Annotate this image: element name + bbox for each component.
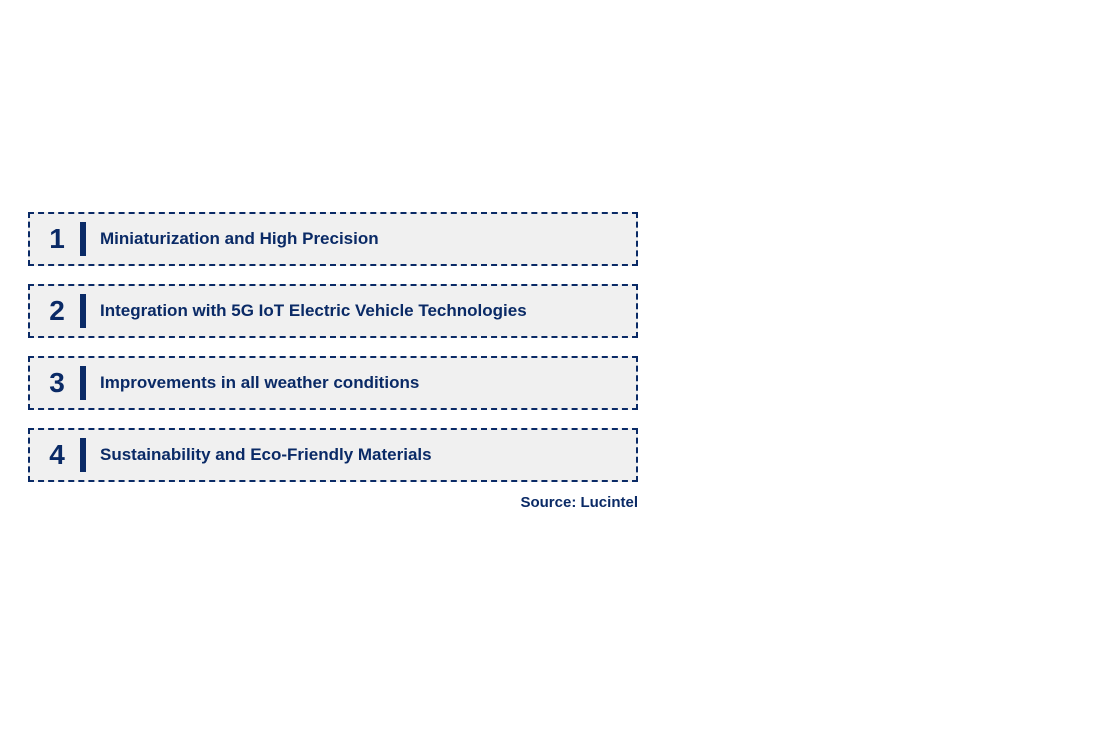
item-number: 3 [40,367,74,399]
source-text: Source: Lucintel [28,494,638,511]
list-item: 1 Miniaturization and High Precision [28,212,638,266]
infographic-list: 1 Miniaturization and High Precision 2 I… [28,212,638,511]
item-number: 4 [40,439,74,471]
item-label: Integration with 5G IoT Electric Vehicle… [100,301,527,321]
accent-bar [80,222,86,256]
item-label: Improvements in all weather conditions [100,373,419,393]
accent-bar [80,366,86,400]
item-number: 1 [40,223,74,255]
item-label: Sustainability and Eco-Friendly Material… [100,445,432,465]
list-item: 3 Improvements in all weather conditions [28,356,638,410]
accent-bar [80,294,86,328]
list-item: 2 Integration with 5G IoT Electric Vehic… [28,284,638,338]
item-label: Miniaturization and High Precision [100,229,379,249]
list-item: 4 Sustainability and Eco-Friendly Materi… [28,428,638,482]
accent-bar [80,438,86,472]
item-number: 2 [40,295,74,327]
